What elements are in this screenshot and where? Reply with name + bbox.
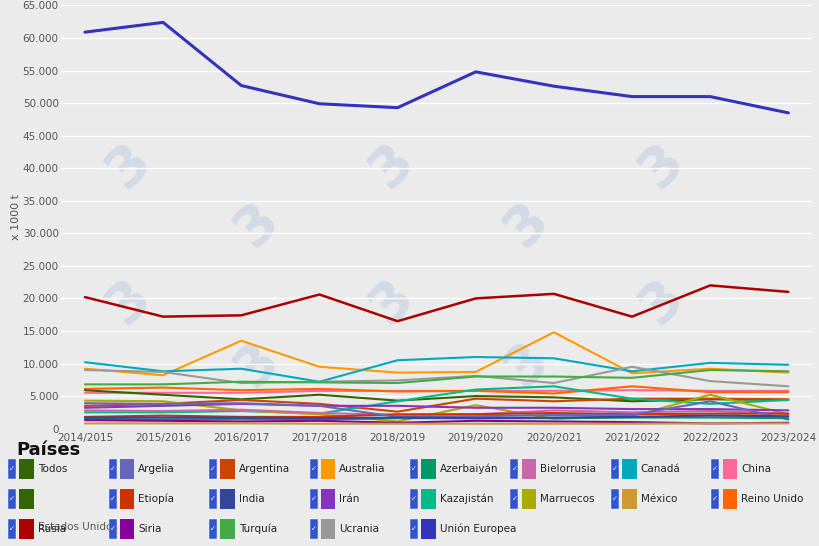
Text: ✓: ✓ (310, 496, 316, 502)
Text: México: México (640, 494, 676, 504)
Bar (209, 519, 217, 539)
Bar (20, 459, 34, 479)
Text: Canadá: Canadá (640, 464, 680, 474)
Text: Reino Unido: Reino Unido (740, 494, 803, 504)
Text: ✓: ✓ (210, 466, 215, 472)
Text: Irán: Irán (339, 494, 360, 504)
Bar (120, 519, 134, 539)
Text: 3: 3 (359, 134, 424, 199)
Bar (421, 519, 435, 539)
Text: 3: 3 (359, 269, 424, 334)
Text: Etiopía: Etiopía (138, 494, 174, 505)
Text: Ucrania: Ucrania (339, 524, 379, 534)
Text: ✓: ✓ (9, 496, 15, 502)
Bar (421, 489, 435, 509)
Text: 3: 3 (96, 134, 161, 199)
Bar (722, 489, 736, 509)
Text: Marruecos: Marruecos (540, 494, 594, 504)
Bar (610, 459, 618, 479)
Text: 3: 3 (224, 193, 289, 258)
Text: 3: 3 (493, 333, 559, 398)
Bar (410, 459, 418, 479)
Text: ✓: ✓ (611, 466, 617, 472)
Y-axis label: x 1000 t: x 1000 t (11, 194, 21, 240)
Text: Estados Unidos: Estados Unidos (38, 522, 118, 532)
Text: Kazajistán: Kazajistán (439, 494, 493, 505)
Bar (722, 459, 736, 479)
Bar (108, 489, 116, 509)
Bar (711, 459, 718, 479)
Bar (8, 459, 16, 479)
Bar (209, 489, 217, 509)
Bar (509, 489, 518, 509)
Text: Argelia: Argelia (138, 464, 175, 474)
Bar (20, 489, 34, 509)
Text: ✓: ✓ (410, 496, 416, 502)
Bar (421, 459, 435, 479)
Bar (309, 489, 317, 509)
Text: Todos: Todos (38, 464, 67, 474)
Text: Australia: Australia (339, 464, 385, 474)
Text: ✓: ✓ (611, 496, 617, 502)
Text: Azerbaiyán: Azerbaiyán (439, 464, 498, 474)
Bar (711, 489, 718, 509)
Bar (220, 459, 234, 479)
Text: ✓: ✓ (9, 526, 15, 532)
Text: China: China (740, 464, 770, 474)
Text: 3: 3 (628, 269, 694, 334)
Text: 3: 3 (96, 269, 161, 334)
Text: Rusia: Rusia (38, 524, 66, 534)
Text: ✓: ✓ (210, 526, 215, 532)
Bar (309, 459, 317, 479)
Text: ✓: ✓ (310, 526, 316, 532)
Bar (521, 489, 536, 509)
Text: ✓: ✓ (511, 466, 517, 472)
Bar (320, 519, 335, 539)
Text: ✓: ✓ (310, 466, 316, 472)
Bar (108, 519, 116, 539)
Text: India: India (238, 494, 265, 504)
Text: ✓: ✓ (410, 466, 416, 472)
Bar (20, 519, 34, 539)
Bar (120, 489, 134, 509)
Text: Siria: Siria (138, 524, 161, 534)
Bar (309, 519, 317, 539)
Bar (521, 459, 536, 479)
Text: ✓: ✓ (210, 496, 215, 502)
Text: Unión Europea: Unión Europea (439, 524, 515, 535)
Bar (8, 519, 16, 539)
Bar (220, 489, 234, 509)
Bar (622, 459, 636, 479)
Bar (410, 519, 418, 539)
Bar (220, 519, 234, 539)
Bar (320, 459, 335, 479)
Bar (509, 459, 518, 479)
Text: ✓: ✓ (712, 466, 717, 472)
Bar (209, 459, 217, 479)
Text: ✓: ✓ (410, 526, 416, 532)
Text: 3: 3 (628, 134, 694, 199)
Bar (320, 489, 335, 509)
Bar (410, 489, 418, 509)
Text: ✓: ✓ (110, 526, 115, 532)
Text: 3: 3 (224, 333, 289, 398)
Text: ✓: ✓ (712, 496, 717, 502)
Text: Países: Países (16, 441, 80, 459)
Bar (120, 459, 134, 479)
Text: ✓: ✓ (9, 466, 15, 472)
Text: ✓: ✓ (511, 496, 517, 502)
Bar (8, 489, 16, 509)
Text: Bielorrusia: Bielorrusia (540, 464, 595, 474)
Text: Turquía: Turquía (238, 524, 277, 535)
Bar (610, 489, 618, 509)
Text: ✓: ✓ (110, 466, 115, 472)
Text: 3: 3 (493, 193, 559, 258)
Bar (622, 489, 636, 509)
Text: ✓: ✓ (110, 496, 115, 502)
Bar (108, 459, 116, 479)
Text: Argentina: Argentina (238, 464, 290, 474)
